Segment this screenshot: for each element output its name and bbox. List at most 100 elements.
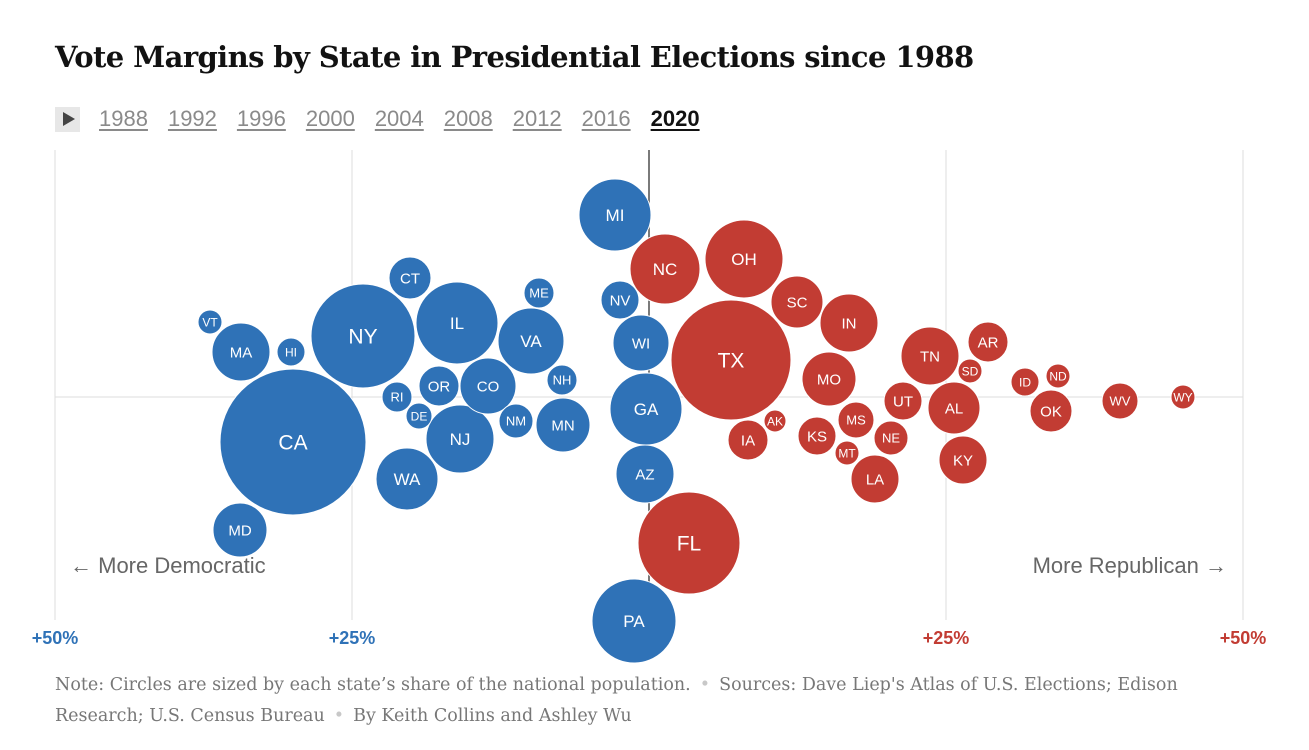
state-circle-va (497, 307, 565, 375)
state-label-fl: FL (677, 533, 702, 556)
state-circle-ia (727, 419, 769, 461)
state-circle-nd (1045, 363, 1071, 389)
state-label-nj: NJ (450, 430, 471, 449)
state-circle-id (1010, 367, 1040, 397)
state-label-in: IN (842, 315, 857, 332)
direction-label-democratic: ← More Democratic (70, 553, 266, 578)
state-circle-mi (578, 178, 652, 252)
state-label-ky: KY (953, 452, 973, 469)
x-tick-label: +50% (32, 628, 79, 648)
year-tab-2004[interactable]: 2004 (374, 106, 424, 131)
state-circle-tx (670, 299, 792, 421)
state-label-id: ID (1019, 375, 1031, 389)
state-label-mi: MI (606, 206, 625, 225)
state-circle-nv (600, 280, 640, 320)
state-circle-pa (591, 578, 677, 664)
year-tab-2016[interactable]: 2016 (581, 106, 631, 131)
state-label-ga: GA (634, 400, 659, 419)
state-label-wi: WI (632, 335, 650, 352)
state-circle-ri (381, 381, 413, 413)
play-icon (63, 112, 75, 126)
x-tick-label: +25% (329, 628, 376, 648)
state-label-nd: ND (1049, 369, 1067, 383)
state-label-ct: CT (400, 270, 420, 287)
state-label-ms: MS (846, 413, 866, 428)
year-tab-1992[interactable]: 1992 (167, 106, 217, 131)
state-label-mn: MN (551, 417, 574, 434)
state-label-ny: NY (348, 326, 377, 349)
year-tab-2000[interactable]: 2000 (305, 106, 355, 131)
state-circle-nh (546, 364, 578, 396)
state-label-tx: TX (718, 350, 745, 373)
state-circle-la (850, 454, 900, 504)
state-label-md: MD (228, 522, 251, 539)
state-label-nm: NM (506, 414, 526, 429)
state-label-al: AL (945, 400, 963, 417)
byline-text: By Keith Collins and Ashley Wu (353, 706, 632, 726)
note-text: Note: Circles are sized by each state’s … (55, 675, 691, 695)
state-circle-co (459, 357, 517, 415)
x-tick-label: +50% (1220, 628, 1267, 648)
state-label-ca: CA (278, 432, 307, 455)
year-tab-2012[interactable]: 2012 (512, 106, 562, 131)
sources-text: Sources: Dave Liep's Atlas of U.S. Elect… (55, 675, 1178, 726)
play-button[interactable] (55, 106, 80, 132)
state-circle-ks (797, 416, 837, 456)
state-circle-ma (211, 322, 271, 382)
state-label-nc: NC (653, 260, 678, 279)
state-label-ia: IA (741, 432, 755, 449)
state-circle-nm (498, 403, 534, 439)
year-tab-2020[interactable]: 2020 (650, 106, 700, 131)
state-circle-or (418, 365, 460, 407)
state-label-ne: NE (882, 431, 900, 446)
state-label-tn: TN (920, 348, 940, 365)
state-circle-az (615, 444, 675, 504)
state-label-ma: MA (230, 344, 253, 361)
state-circle-wv (1101, 382, 1139, 420)
state-circle-mt (834, 440, 860, 466)
state-label-ak: AK (767, 414, 783, 428)
state-circle-nc (629, 233, 701, 305)
state-circle-wy (1170, 384, 1196, 410)
state-circle-in (819, 293, 879, 353)
year-tab-2008[interactable]: 2008 (443, 106, 493, 131)
state-circle-ct (388, 256, 432, 300)
state-circle-wi (612, 314, 670, 372)
state-circle-ut (883, 381, 923, 421)
state-label-or: OR (428, 378, 451, 395)
state-circle-ny (310, 283, 416, 389)
state-label-ut: UT (893, 393, 913, 410)
state-label-sc: SC (787, 294, 808, 311)
state-circle-il (415, 281, 499, 365)
year-tab-1988[interactable]: 1988 (99, 106, 148, 131)
state-circle-vt (197, 309, 223, 335)
state-circle-ok (1029, 389, 1073, 433)
state-label-sd: SD (962, 364, 979, 378)
state-label-mt: MT (838, 446, 856, 460)
state-label-hi: HI (285, 345, 297, 359)
state-label-pa: PA (623, 612, 645, 631)
state-circle-ms (837, 401, 875, 439)
state-circle-tn (900, 326, 960, 386)
state-circle-nj (425, 404, 495, 474)
state-circle-ca (219, 368, 367, 516)
state-label-mo: MO (817, 371, 841, 388)
state-label-vt: VT (202, 315, 218, 329)
state-label-wa: WA (394, 470, 421, 489)
state-label-az: AZ (635, 466, 654, 483)
state-circle-ar (967, 321, 1009, 363)
state-label-co: CO (477, 378, 500, 395)
state-circle-fl (637, 491, 741, 595)
state-circle-md (212, 502, 268, 558)
state-circle-de (405, 402, 433, 430)
state-circle-ne (873, 420, 909, 456)
state-circle-sd (957, 358, 983, 384)
state-label-nh: NH (553, 373, 572, 388)
state-label-ri: RI (391, 390, 404, 405)
year-tab-1996[interactable]: 1996 (236, 106, 286, 131)
state-label-ok: OK (1040, 403, 1062, 420)
direction-label-republican: More Republican → (1033, 553, 1227, 578)
state-label-ar: AR (978, 334, 999, 351)
state-label-wy: WY (1173, 390, 1192, 404)
